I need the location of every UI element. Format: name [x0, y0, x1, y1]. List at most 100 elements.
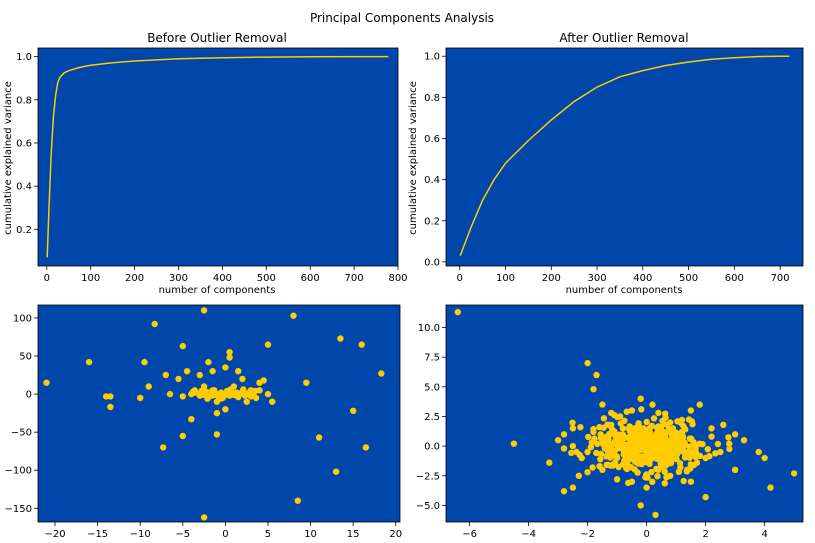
- scatter-point: [652, 511, 659, 519]
- scatter-point: [686, 454, 693, 461]
- x-tick-label: 0: [44, 273, 50, 284]
- scatter-point: [676, 460, 684, 467]
- panel-before-title: Before Outlier Removal: [147, 31, 287, 45]
- figure-suptitle: Principal Components Analysis: [310, 11, 494, 25]
- scatter-point: [696, 401, 703, 408]
- scatter-point: [679, 432, 686, 439]
- y-tick-label: 0.0: [424, 257, 440, 268]
- y-tick-label: 10.0: [418, 323, 440, 334]
- scatter-point: [200, 514, 208, 521]
- scatter-point: [611, 451, 619, 459]
- scatter-point: [252, 387, 259, 395]
- scatter-point: [240, 386, 247, 393]
- x-tick-label: 300: [169, 273, 188, 284]
- scatter-point: [637, 433, 644, 441]
- scatter-point: [687, 435, 695, 443]
- scatter-point: [200, 307, 208, 314]
- scatter-point: [681, 440, 689, 447]
- scatter-point: [560, 431, 568, 438]
- scatter-point: [593, 371, 600, 379]
- y-tick-label: −5.0: [416, 501, 440, 512]
- scatter-point: [378, 370, 385, 377]
- scatter-point: [631, 438, 638, 445]
- scatter-point: [666, 442, 673, 450]
- scatter-point: [510, 440, 518, 447]
- x-tick-label: 20: [389, 529, 402, 540]
- scatter-point: [761, 454, 768, 462]
- scatter-point: [649, 478, 656, 485]
- scatter-point: [613, 476, 621, 483]
- y-tick-label: 0.2: [424, 216, 440, 227]
- x-tick-label: 0: [222, 529, 228, 540]
- x-tick-label: 600: [725, 273, 744, 284]
- scatter-point: [179, 342, 186, 350]
- x-tick-label: 200: [125, 273, 144, 284]
- scatter-point: [643, 418, 650, 426]
- scatter-point: [175, 375, 182, 383]
- scatter-point: [222, 364, 229, 371]
- scatter-point: [623, 408, 630, 415]
- scatter-point: [589, 464, 596, 471]
- scatter-point: [294, 497, 301, 504]
- scatter-point: [631, 466, 638, 473]
- scatter-point: [650, 415, 658, 422]
- y-tick-label: 100: [13, 313, 32, 324]
- scatter-point: [662, 414, 669, 421]
- x-tick-label: 300: [587, 273, 606, 284]
- scatter-point: [726, 440, 733, 447]
- panel-after-variance: After Outlier Removal number of componen…: [408, 31, 804, 296]
- scatter-point: [708, 425, 715, 432]
- scatter-point: [607, 422, 614, 430]
- scatter-point: [653, 435, 661, 442]
- scatter-point: [612, 459, 619, 466]
- y-tick-label: −150: [5, 504, 32, 515]
- scatter-point: [183, 368, 191, 375]
- scatter-point: [607, 443, 615, 450]
- scatter-point: [107, 403, 114, 411]
- y-tick-label: 0: [26, 390, 32, 401]
- scatter-point: [597, 450, 605, 458]
- scatter-point: [629, 445, 637, 452]
- scatter-point: [454, 308, 461, 316]
- x-tick-label: 500: [679, 273, 698, 284]
- scatter-point: [577, 424, 584, 431]
- scatter-point: [704, 446, 711, 453]
- scatter-point: [643, 484, 650, 491]
- scatter-point: [652, 446, 659, 453]
- scatter-point: [227, 386, 234, 393]
- scatter-point: [584, 448, 591, 456]
- scatter-point: [706, 453, 713, 460]
- scatter-point: [222, 406, 229, 413]
- x-tick-label: −15: [87, 529, 108, 540]
- scatter-point: [85, 358, 93, 366]
- scatter-point: [625, 479, 632, 487]
- scatter-point: [654, 424, 661, 431]
- scatter-point: [672, 442, 679, 450]
- scatter-point: [638, 406, 645, 413]
- scatter-point: [337, 335, 344, 342]
- y-tick-label: 5.0: [424, 382, 440, 393]
- scatter-point: [790, 470, 798, 477]
- x-tick-label: 200: [542, 273, 561, 284]
- scatter-point: [569, 425, 577, 432]
- scatter-point: [196, 371, 203, 379]
- scatter-point: [160, 444, 167, 451]
- scatter-point: [621, 450, 629, 458]
- scatter-point: [554, 437, 562, 444]
- panel-before-variance: Before Outlier Removal number of compone…: [3, 31, 408, 296]
- scatter-point: [659, 455, 666, 462]
- scatter-point: [205, 358, 212, 366]
- scatter-point: [587, 443, 595, 451]
- y-tick-label: −100: [5, 466, 32, 477]
- scatter-point: [162, 371, 169, 379]
- scatter-point: [619, 425, 627, 432]
- scatter-point: [179, 393, 186, 400]
- scatter-point: [226, 349, 233, 356]
- scatter-point: [755, 448, 762, 456]
- y-tick-label: 1.0: [16, 52, 32, 63]
- scatter-point: [590, 425, 597, 433]
- scatter-point: [623, 465, 631, 473]
- scatter-point: [655, 409, 662, 417]
- scatter-point: [213, 409, 221, 417]
